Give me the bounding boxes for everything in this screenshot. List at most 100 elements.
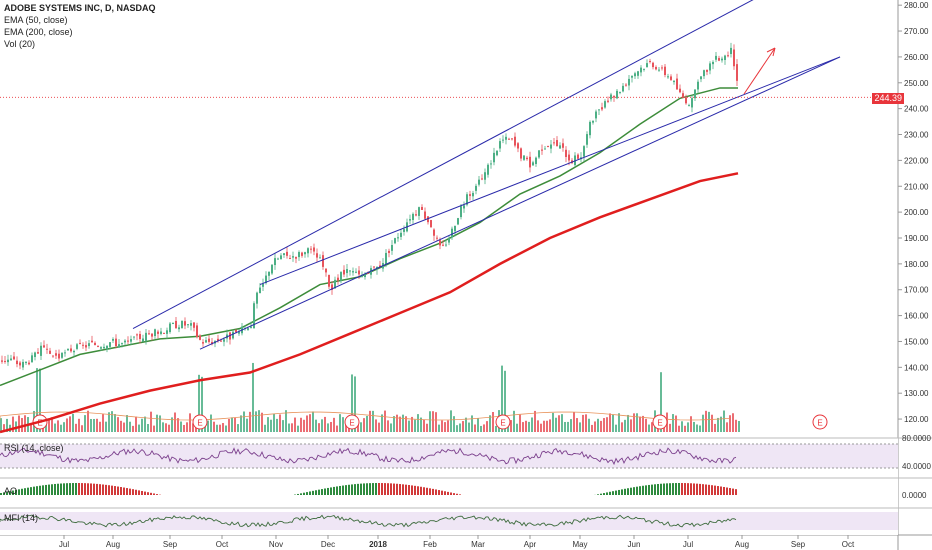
volume-bar: [84, 415, 86, 432]
ao-bar: [12, 490, 14, 495]
ao-bar: [18, 489, 20, 495]
ema50-line: [0, 87, 738, 387]
symbol-title: ADOBE SYSTEMS INC, D, NASDAQ: [4, 3, 156, 13]
candle-body: [625, 84, 627, 86]
volume-bar: [144, 416, 146, 432]
candle-body: [283, 253, 285, 256]
volume-bar: [51, 417, 53, 432]
ema200-line: [0, 172, 739, 434]
earnings-marker-label: E: [817, 419, 822, 428]
rsi-value: 80.0000: [902, 434, 931, 443]
candle-body: [508, 138, 510, 140]
candle-body: [46, 348, 48, 350]
x-tick-label: Jul: [59, 540, 69, 549]
candle-body: [163, 332, 165, 334]
candle-body: [112, 338, 114, 341]
ao-bar: [66, 483, 68, 495]
volume-bar: [102, 414, 104, 432]
candle-body: [106, 345, 108, 350]
candle-body: [718, 58, 720, 61]
candle-body: [601, 107, 603, 110]
volume-bar: [234, 417, 236, 432]
candle-body: [454, 226, 456, 232]
ao-bar: [627, 488, 629, 495]
ao-bar: [672, 483, 674, 495]
candle-body: [520, 148, 522, 159]
volume-bar: [630, 419, 632, 432]
volume-bar: [264, 424, 266, 432]
volume-bar: [66, 418, 68, 432]
candle-body: [634, 73, 636, 77]
volume-bar: [579, 422, 581, 432]
ao-bar: [645, 485, 647, 495]
ao-bar: [36, 486, 38, 495]
ao-bar: [312, 490, 314, 495]
candle-body: [448, 238, 450, 243]
candle-body: [52, 355, 54, 357]
candle-body: [490, 163, 492, 165]
volume-bar: [477, 418, 479, 432]
ao-bar: [681, 483, 683, 495]
channel-line: [199, 56, 841, 350]
candle-body: [265, 275, 267, 284]
ao-bar: [147, 492, 149, 495]
candle-body: [484, 172, 486, 180]
ao-bar: [0, 493, 2, 495]
volume-bar: [648, 424, 650, 432]
candle-body: [61, 352, 63, 358]
volume-bar: [372, 410, 374, 432]
candle-body: [136, 334, 138, 336]
candle-body: [181, 320, 183, 329]
volume-bar: [363, 418, 365, 432]
ao-bar: [120, 487, 122, 495]
ao-bar: [330, 487, 332, 495]
volume-bar: [537, 420, 539, 432]
volume-bar: [705, 410, 707, 432]
volume-bar: [39, 368, 41, 432]
candle-body: [166, 330, 168, 334]
ao-bar: [639, 486, 641, 495]
volume-bar: [285, 410, 287, 432]
ao-bar: [108, 485, 110, 495]
ao-bar: [669, 483, 671, 495]
candle-body: [655, 67, 657, 70]
ao-bar: [6, 491, 8, 495]
ao-bar: [318, 489, 320, 495]
candle-body: [394, 238, 396, 244]
ao-bar: [600, 493, 602, 495]
volume-bar: [480, 425, 482, 432]
ao-bar: [297, 493, 299, 495]
ao-bar: [396, 483, 398, 495]
ao-bar: [354, 484, 356, 495]
candle-body: [709, 63, 711, 71]
candle-body: [499, 141, 501, 149]
volume-bar: [378, 422, 380, 432]
ao-bar: [54, 483, 56, 495]
ao-bar: [138, 490, 140, 495]
candle-body: [202, 342, 204, 344]
candle-body: [379, 265, 381, 268]
ao-bar: [723, 486, 725, 495]
volume-bar: [615, 424, 617, 432]
ao-bar: [666, 483, 668, 495]
ao-bar: [117, 486, 119, 495]
volume-bar: [24, 415, 26, 432]
ao-bar: [735, 489, 737, 495]
volume-bar: [213, 421, 215, 432]
ao-bar: [402, 484, 404, 495]
volume-bar: [135, 416, 137, 432]
ao-bar: [711, 485, 713, 495]
ao-bar: [303, 492, 305, 495]
candle-body: [529, 156, 531, 168]
candle-body: [1, 360, 3, 362]
ao-bar: [405, 484, 407, 495]
volume-bar: [282, 420, 284, 432]
volume-bar: [387, 420, 389, 432]
ao-bar: [51, 484, 53, 495]
volume-bar: [633, 413, 635, 432]
y-tick-label: 140.00: [904, 363, 929, 372]
volume-bar: [114, 414, 116, 432]
ao-bar: [129, 488, 131, 495]
ao-bar: [687, 483, 689, 495]
